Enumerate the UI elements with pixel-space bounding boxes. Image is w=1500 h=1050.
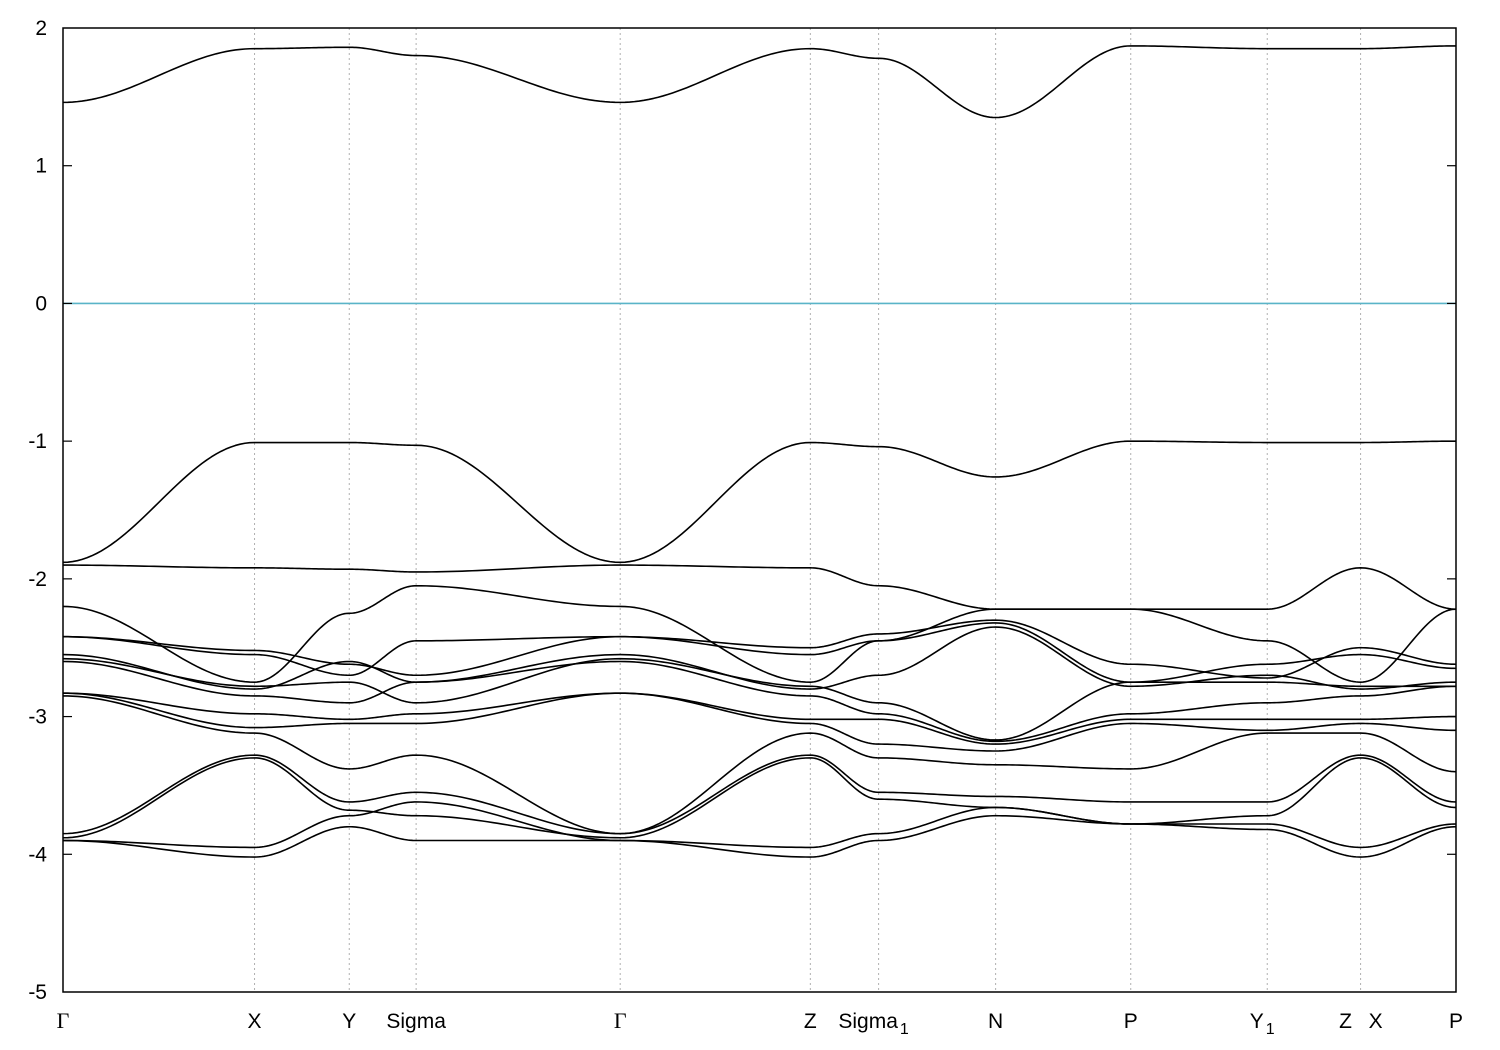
y-tick-label: 2 bbox=[35, 17, 47, 40]
band-line bbox=[62, 622, 1457, 683]
band-line bbox=[62, 657, 1456, 741]
band-line bbox=[62, 695, 1457, 835]
band-line bbox=[62, 692, 1457, 745]
kpoint-label: Y bbox=[342, 1010, 356, 1033]
plot-frame bbox=[62, 27, 1457, 993]
kpoint-label: Sigma bbox=[386, 1010, 446, 1033]
band-line bbox=[63, 564, 1457, 610]
band-line bbox=[62, 440, 1456, 564]
band-line bbox=[62, 660, 1457, 743]
band-curves bbox=[62, 45, 1457, 858]
kpoint-grid-lines bbox=[254, 28, 1362, 992]
kpoint-label: P bbox=[1124, 1010, 1138, 1033]
band-line bbox=[62, 757, 1457, 839]
kpoint-label: Z bbox=[804, 1010, 817, 1033]
band-line bbox=[62, 801, 1457, 849]
kpoint-label: X bbox=[1369, 1010, 1383, 1033]
x-axis-kpoint-labels: Γ X Y Sigma Γ Z Sigma 1 N P Y 1 Z X P bbox=[57, 1008, 1463, 1038]
kpoint-label: Sigma 1 bbox=[838, 1010, 909, 1038]
y-tick-label: -3 bbox=[28, 706, 47, 729]
band-line bbox=[62, 626, 1457, 690]
y-tick-label: 1 bbox=[35, 155, 47, 178]
kpoint-label: Γ bbox=[57, 1008, 70, 1033]
y-tick-label: 0 bbox=[35, 292, 47, 315]
y-tick-label: -4 bbox=[28, 843, 47, 866]
y-tick-label: -1 bbox=[28, 430, 47, 453]
y-tick-label: -2 bbox=[28, 568, 47, 591]
band-line bbox=[62, 754, 1457, 835]
kpoint-label: Γ bbox=[614, 1008, 627, 1033]
band-line bbox=[62, 45, 1457, 119]
kpoint-label: X bbox=[248, 1010, 262, 1033]
y-tick-label: -5 bbox=[28, 981, 47, 1004]
band-line bbox=[62, 814, 1457, 858]
y-axis-ticks: -5 -4 -3 -2 -1 0 1 2 bbox=[28, 17, 1456, 1004]
kpoint-label: Z bbox=[1339, 1010, 1352, 1033]
kpoint-label: P bbox=[1449, 1010, 1463, 1033]
kpoint-label: N bbox=[988, 1010, 1003, 1033]
band-line bbox=[62, 692, 1457, 752]
band-line bbox=[62, 584, 1457, 683]
